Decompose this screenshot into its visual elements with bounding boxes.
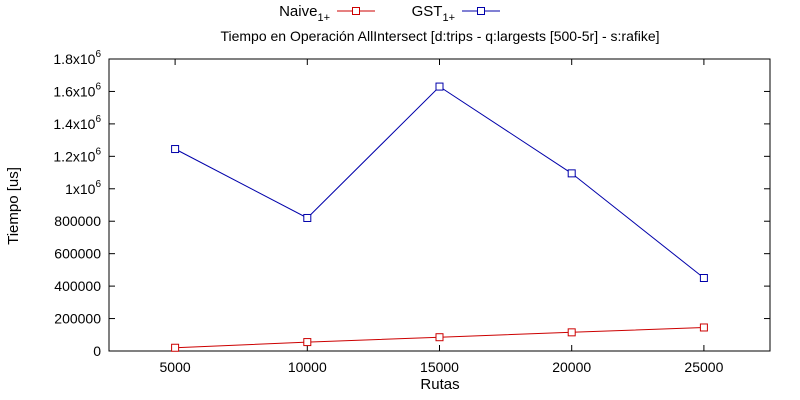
data-point-gst <box>435 82 444 91</box>
y-tick-label-base: 1x10 <box>65 181 96 197</box>
y-axis-label: Tiempo [us] <box>5 167 22 245</box>
data-point-naive <box>435 333 444 342</box>
y-tick-label: 200000 <box>54 311 101 327</box>
y-tick-label: 1x106 <box>65 179 101 197</box>
legend-label-naive: Naive1+ <box>279 3 330 24</box>
y-tick-label: 1.2x106 <box>53 146 101 164</box>
y-tick-label-exponent: 6 <box>95 179 101 190</box>
x-axis-label: Rutas <box>420 376 459 393</box>
y-tick-label: 400000 <box>54 278 101 294</box>
x-tick-label: 20000 <box>552 359 591 375</box>
chart-legend: Naive1+ GST1+ <box>279 3 500 24</box>
y-tick-label-base: 200000 <box>54 311 101 327</box>
legend-marker-gst <box>477 7 485 15</box>
y-tick-label: 1.6x106 <box>53 81 101 99</box>
y-axis: 02000004000006000008000001x1061.2x1061.4… <box>53 49 770 359</box>
y-tick-label-exponent: 6 <box>95 81 101 92</box>
data-point-gst <box>699 274 708 282</box>
data-point-naive <box>303 338 312 347</box>
data-point-gst <box>303 213 312 222</box>
y-tick-label: 1.8x106 <box>53 49 101 67</box>
y-tick-label-base: 1.4x10 <box>53 116 95 132</box>
data-point-gst <box>171 145 180 154</box>
legend-marker-naive <box>352 7 360 15</box>
legend-label-name: GST <box>412 3 443 20</box>
data-point-naive <box>699 323 708 332</box>
y-tick-label-exponent: 6 <box>95 49 101 60</box>
y-tick-label-base: 1.6x10 <box>53 83 95 99</box>
y-tick-label: 600000 <box>54 246 101 262</box>
legend-label-name: Naive <box>279 3 317 20</box>
chart-title: Tiempo en Operación AllIntersect [d:trip… <box>220 28 659 44</box>
y-tick-label: 800000 <box>54 213 101 229</box>
series-line-gst <box>174 85 705 279</box>
x-tick-label: 10000 <box>288 359 327 375</box>
y-tick-label: 0 <box>93 343 101 359</box>
y-tick-label-exponent: 6 <box>95 146 101 157</box>
legend-label-subscript: 1+ <box>317 12 330 24</box>
x-tick-label: 15000 <box>420 359 459 375</box>
x-tick-label: 5000 <box>160 359 191 375</box>
x-axis: 5000 10000 15000 20000 25000 <box>160 59 724 375</box>
legend-label-subscript: 1+ <box>442 12 455 24</box>
y-tick-label-exponent: 6 <box>95 114 101 125</box>
y-tick-label-base: 0 <box>93 343 101 359</box>
plot-series <box>171 82 708 352</box>
y-tick-label: 1.4x106 <box>53 114 101 132</box>
y-tick-label-base: 600000 <box>54 246 101 262</box>
legend-label-gst: GST1+ <box>412 3 455 24</box>
y-tick-label-base: 1.8x10 <box>53 51 95 67</box>
y-tick-label-base: 800000 <box>54 213 101 229</box>
data-point-naive <box>567 328 576 337</box>
x-tick-label: 25000 <box>684 359 723 375</box>
data-point-gst <box>567 169 576 178</box>
y-tick-label-base: 1.2x10 <box>53 148 95 164</box>
data-point-naive <box>171 343 180 352</box>
y-tick-label-base: 400000 <box>54 278 101 294</box>
plot-frame <box>108 58 771 352</box>
